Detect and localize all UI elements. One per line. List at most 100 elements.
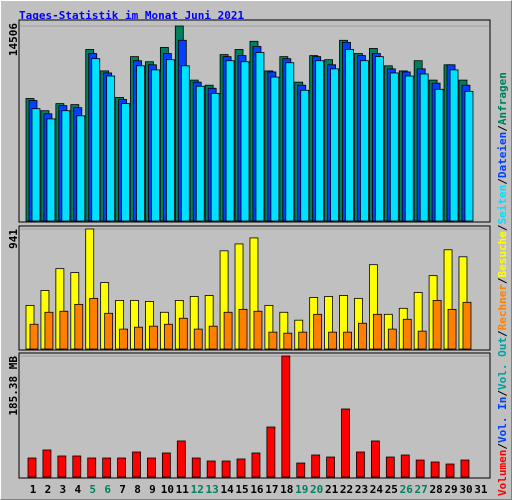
bar (315, 60, 325, 222)
bar (121, 103, 130, 222)
x-tick-label: 6 (104, 483, 111, 496)
bar (147, 457, 156, 478)
x-tick-label: 1 (30, 483, 37, 496)
legend-entry: Vol. Out (496, 337, 509, 390)
x-tick-label: 19 (295, 483, 308, 496)
x-tick-label: 23 (355, 483, 368, 496)
bar (404, 75, 414, 222)
bar (193, 328, 203, 350)
bar (415, 459, 425, 478)
legend-separator: / (496, 330, 509, 337)
x-tick-label: 28 (429, 483, 442, 496)
bar (300, 89, 310, 222)
x-tick-label: 24 (370, 483, 384, 496)
bar (149, 325, 158, 350)
bar (417, 330, 427, 350)
bar (360, 60, 369, 222)
x-tick-label: 10 (161, 483, 174, 496)
bar (42, 449, 52, 478)
bar (400, 454, 410, 478)
legend-separator: / (496, 224, 509, 231)
bar (180, 65, 190, 222)
bar (462, 301, 472, 350)
bar (402, 318, 412, 350)
bar (447, 308, 457, 350)
bar (255, 52, 265, 222)
bar (445, 463, 455, 478)
bar (251, 452, 261, 478)
bar (374, 56, 384, 222)
bar (91, 58, 101, 222)
bar (345, 49, 354, 222)
bar (285, 62, 295, 222)
bar (87, 457, 97, 478)
bar (358, 322, 367, 350)
bar (326, 456, 336, 478)
bar (195, 85, 205, 222)
bar (221, 460, 231, 478)
y-tick-label: 941 (7, 229, 20, 249)
bar (341, 408, 350, 478)
bar (432, 300, 442, 350)
x-tick-label: 8 (134, 483, 141, 496)
x-tick-label: 7 (119, 483, 126, 496)
bar (464, 90, 474, 222)
bar (136, 65, 145, 222)
bar (206, 460, 216, 478)
y-tick-label: 185.38 MB (7, 356, 20, 416)
bar (151, 69, 160, 222)
bar (44, 311, 54, 350)
bar (59, 310, 69, 350)
bar (29, 323, 39, 350)
bar (72, 455, 82, 478)
chart-title: Tages-Statistik im Monat Juni 2021 (19, 9, 245, 22)
x-tick-label: 15 (235, 483, 248, 496)
bar (296, 462, 306, 478)
bar (27, 457, 37, 478)
bar (117, 457, 126, 478)
bar (191, 457, 201, 478)
legend-entry: Volumen (496, 450, 509, 496)
bar (57, 455, 67, 478)
x-tick-label: 17 (265, 483, 278, 496)
bar (208, 325, 218, 350)
bar (238, 308, 248, 350)
bar (270, 76, 280, 222)
legend-separator: / (496, 390, 509, 397)
x-tick-label: 2 (45, 483, 52, 496)
bar (449, 69, 459, 222)
x-tick-label: 20 (310, 483, 323, 496)
bar (266, 426, 276, 478)
bar (253, 310, 263, 350)
legend-separator: / (496, 443, 509, 450)
legend-entry: Besuche (496, 231, 509, 278)
bar (178, 317, 188, 350)
bar (240, 61, 250, 222)
bar (104, 312, 114, 350)
legend: Volumen/Vol. In/Vol. Out/Rechner/Besuche… (496, 72, 509, 496)
bar (31, 108, 41, 222)
bar (176, 440, 186, 478)
x-tick-label: 25 (385, 483, 398, 496)
bar (119, 328, 128, 350)
legend-separator: / (496, 277, 509, 284)
bar (387, 328, 397, 350)
bar (46, 118, 56, 222)
bar (236, 458, 246, 478)
x-tick-label: 11 (176, 483, 190, 496)
x-tick-label: 13 (206, 483, 219, 496)
x-tick-label: 26 (400, 483, 414, 496)
bar (281, 355, 291, 478)
bar (89, 297, 99, 350)
x-tick-label: 5 (89, 483, 96, 496)
x-tick-label: 3 (60, 483, 67, 496)
x-tick-label: 14 (220, 483, 234, 496)
bar (328, 331, 338, 350)
bar (372, 313, 382, 350)
x-tick-label: 12 (191, 483, 204, 496)
bar (134, 326, 143, 350)
bar (132, 451, 141, 478)
bar (356, 451, 365, 478)
